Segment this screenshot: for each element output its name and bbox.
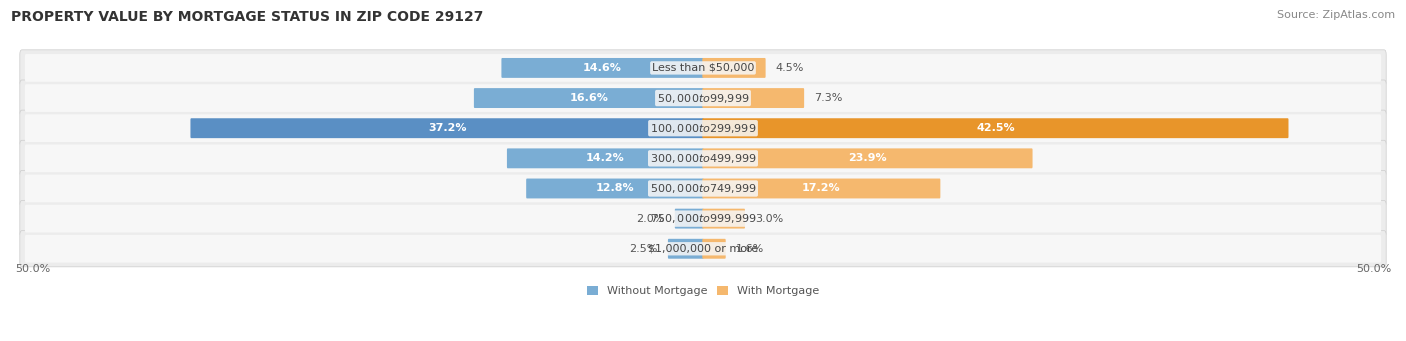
FancyBboxPatch shape bbox=[20, 140, 1386, 176]
FancyBboxPatch shape bbox=[20, 50, 1386, 86]
Text: 3.0%: 3.0% bbox=[755, 213, 783, 224]
FancyBboxPatch shape bbox=[703, 118, 1288, 138]
Text: 17.2%: 17.2% bbox=[801, 183, 841, 193]
FancyBboxPatch shape bbox=[508, 148, 703, 168]
FancyBboxPatch shape bbox=[25, 205, 1381, 233]
FancyBboxPatch shape bbox=[20, 110, 1386, 146]
FancyBboxPatch shape bbox=[25, 114, 1381, 142]
FancyBboxPatch shape bbox=[20, 80, 1386, 116]
FancyBboxPatch shape bbox=[526, 179, 703, 198]
FancyBboxPatch shape bbox=[675, 209, 703, 228]
Text: 23.9%: 23.9% bbox=[848, 153, 887, 163]
Text: Less than $50,000: Less than $50,000 bbox=[652, 63, 754, 73]
Text: $500,000 to $749,999: $500,000 to $749,999 bbox=[650, 182, 756, 195]
Text: 4.5%: 4.5% bbox=[776, 63, 804, 73]
FancyBboxPatch shape bbox=[25, 175, 1381, 202]
Text: PROPERTY VALUE BY MORTGAGE STATUS IN ZIP CODE 29127: PROPERTY VALUE BY MORTGAGE STATUS IN ZIP… bbox=[11, 10, 484, 24]
Text: 42.5%: 42.5% bbox=[976, 123, 1015, 133]
FancyBboxPatch shape bbox=[25, 235, 1381, 263]
Text: 50.0%: 50.0% bbox=[1355, 264, 1391, 274]
Text: 2.5%: 2.5% bbox=[630, 244, 658, 254]
FancyBboxPatch shape bbox=[190, 118, 703, 138]
Text: 16.6%: 16.6% bbox=[569, 93, 609, 103]
Text: 14.6%: 14.6% bbox=[583, 63, 621, 73]
Text: 7.3%: 7.3% bbox=[814, 93, 842, 103]
FancyBboxPatch shape bbox=[668, 239, 703, 259]
FancyBboxPatch shape bbox=[703, 209, 745, 228]
FancyBboxPatch shape bbox=[703, 58, 766, 78]
FancyBboxPatch shape bbox=[25, 145, 1381, 172]
Text: $1,000,000 or more: $1,000,000 or more bbox=[648, 244, 758, 254]
Text: $300,000 to $499,999: $300,000 to $499,999 bbox=[650, 152, 756, 165]
FancyBboxPatch shape bbox=[25, 84, 1381, 112]
Legend: Without Mortgage, With Mortgage: Without Mortgage, With Mortgage bbox=[588, 286, 818, 296]
FancyBboxPatch shape bbox=[703, 88, 804, 108]
Text: $50,000 to $99,999: $50,000 to $99,999 bbox=[657, 92, 749, 105]
Text: 37.2%: 37.2% bbox=[427, 123, 467, 133]
Text: 2.0%: 2.0% bbox=[636, 213, 665, 224]
Text: $750,000 to $999,999: $750,000 to $999,999 bbox=[650, 212, 756, 225]
Text: Source: ZipAtlas.com: Source: ZipAtlas.com bbox=[1277, 10, 1395, 20]
FancyBboxPatch shape bbox=[20, 201, 1386, 237]
FancyBboxPatch shape bbox=[474, 88, 703, 108]
Text: 50.0%: 50.0% bbox=[15, 264, 51, 274]
FancyBboxPatch shape bbox=[502, 58, 703, 78]
FancyBboxPatch shape bbox=[20, 170, 1386, 207]
FancyBboxPatch shape bbox=[703, 239, 725, 259]
Text: 1.6%: 1.6% bbox=[735, 244, 765, 254]
FancyBboxPatch shape bbox=[703, 148, 1032, 168]
FancyBboxPatch shape bbox=[703, 179, 941, 198]
Text: 14.2%: 14.2% bbox=[586, 153, 624, 163]
FancyBboxPatch shape bbox=[25, 54, 1381, 82]
Text: $100,000 to $299,999: $100,000 to $299,999 bbox=[650, 122, 756, 135]
FancyBboxPatch shape bbox=[20, 231, 1386, 267]
Text: 12.8%: 12.8% bbox=[596, 183, 634, 193]
